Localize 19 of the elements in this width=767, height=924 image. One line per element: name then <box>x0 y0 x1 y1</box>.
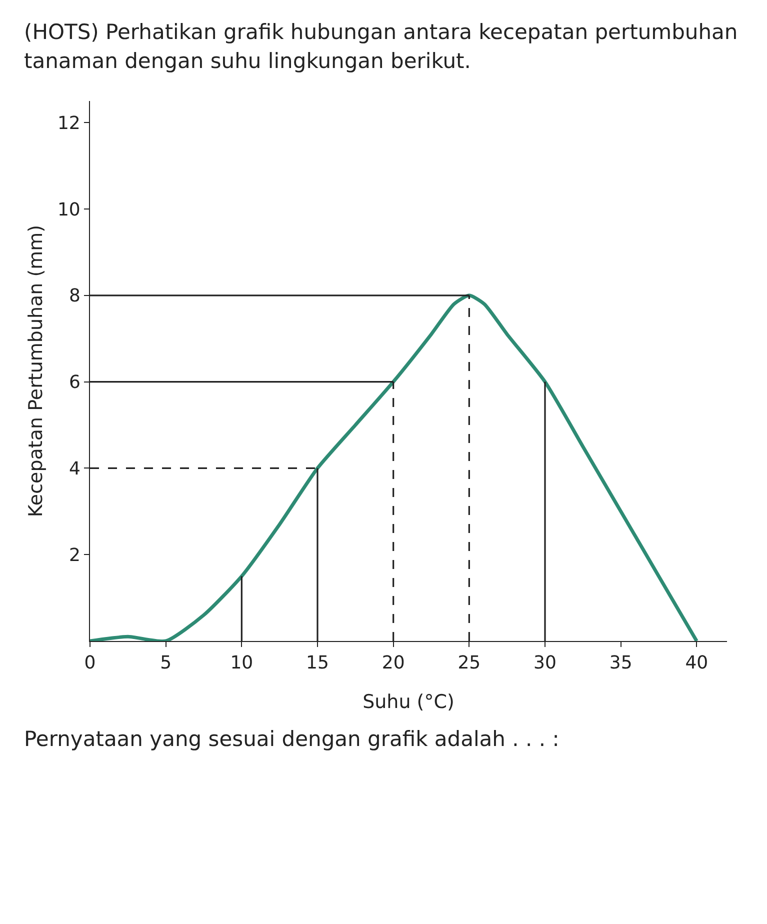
text: Pernyataan yang sesuai dengan grafik adalah . . . : <box>24 726 560 753</box>
x-axis-title: Suhu (°C) <box>362 690 454 713</box>
y-tick-label: 8 <box>68 285 80 306</box>
y-axis-title: Kecepatan Pertumbuhan (mm) <box>25 224 47 517</box>
x-tick-label: 15 <box>306 652 329 674</box>
x-tick-label: 10 <box>230 652 254 674</box>
x-tick-label: 35 <box>609 652 632 674</box>
y-tick-label: 10 <box>57 199 80 220</box>
x-tick-label: 25 <box>458 652 481 674</box>
x-tick-label: 5 <box>160 652 172 674</box>
y-tick-label: 2 <box>68 544 80 566</box>
x-tick-label: 30 <box>534 652 556 674</box>
y-tick-label: 4 <box>68 458 80 480</box>
x-tick-label: 20 <box>382 652 405 674</box>
y-tick-label: 12 <box>57 112 80 134</box>
x-tick-label: 0 <box>84 652 96 674</box>
chart-title: (HOTS) Perhatikan grafik hubungan antara kecepatan pertumbuhan tanaman dengan suhu lingkungan berikut. <box>24 19 739 76</box>
y-tick-label: 6 <box>68 372 80 393</box>
x-tick-label: 40 <box>685 652 708 674</box>
